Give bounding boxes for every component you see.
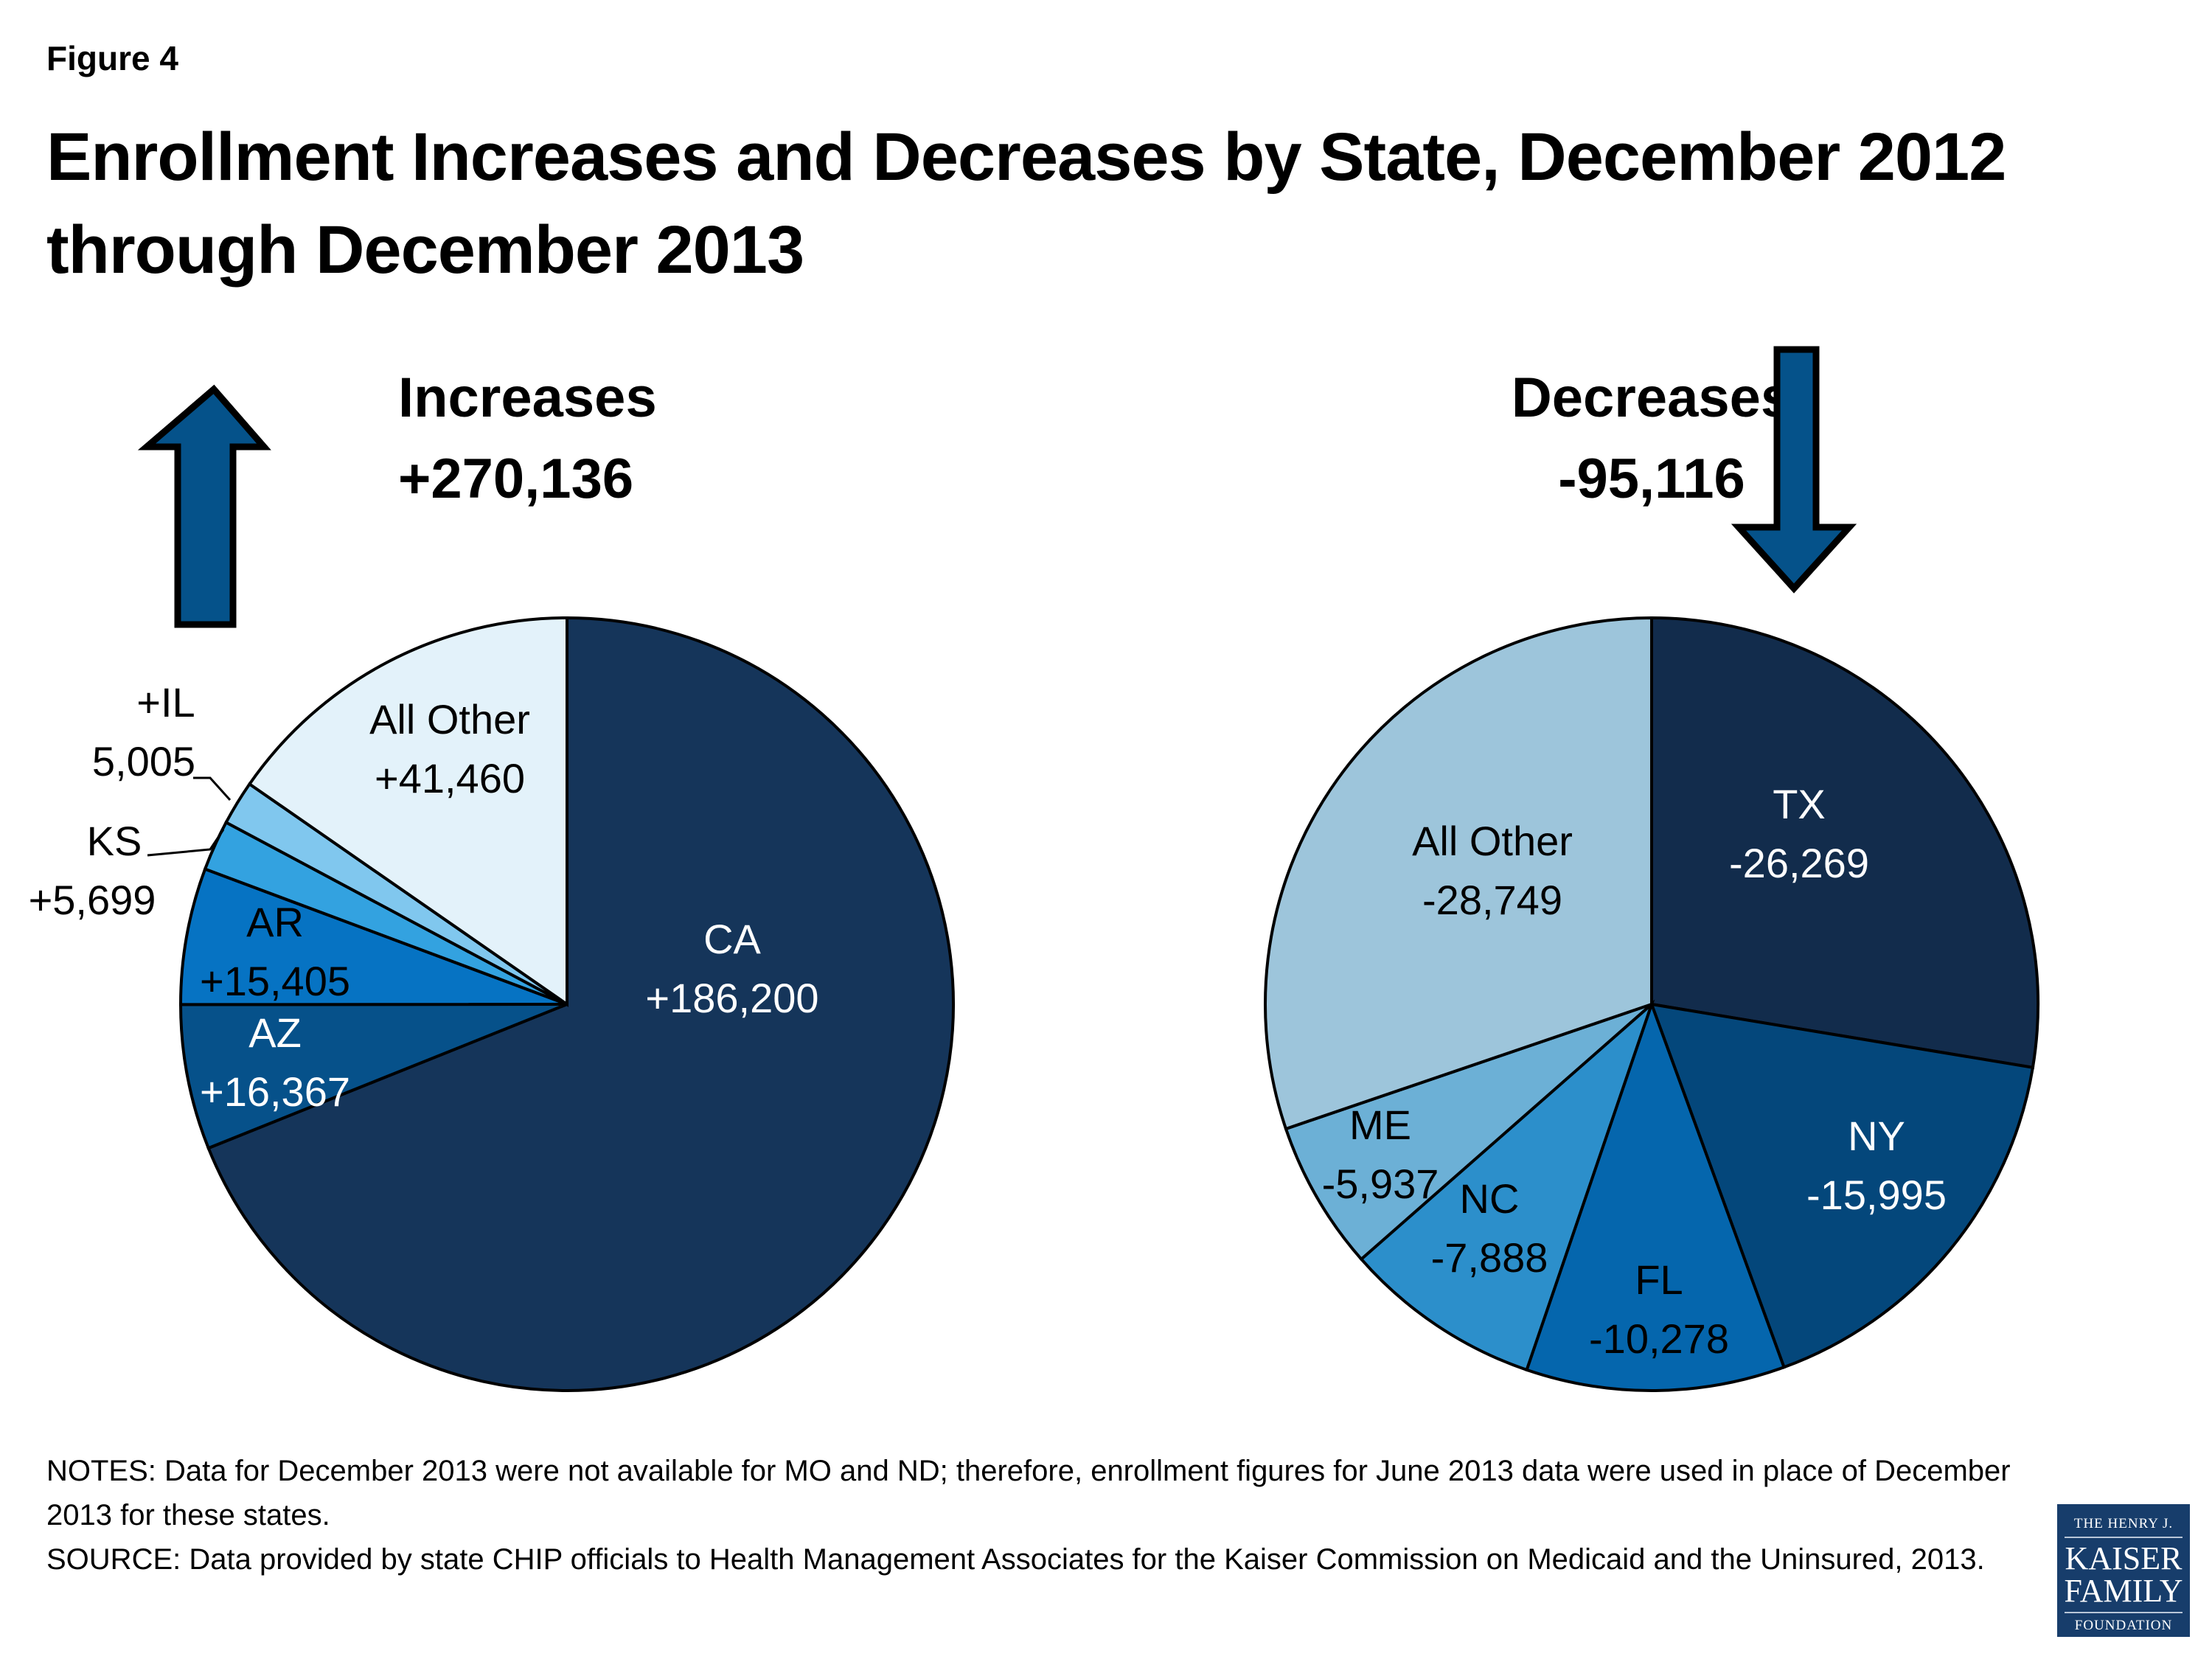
- decreases-label: Decreases: [1511, 366, 1792, 429]
- figure-label: Figure 4: [46, 39, 178, 77]
- data-label-tx: TX -26,269: [1729, 781, 1869, 886]
- data-label-il: +IL 5,005: [92, 679, 195, 785]
- pie-slice-az: [178, 1003, 568, 1150]
- pie-slice-nc: [1359, 999, 1655, 1372]
- increases-label: Increases: [398, 366, 657, 429]
- pie-slice-ny: [1649, 1002, 2035, 1369]
- data-label-fl: FL -10,278: [1589, 1256, 1729, 1362]
- footnotes: NOTES: Data for December 2013 were not a…: [46, 1449, 2037, 1582]
- arrow-up-icon: [137, 384, 271, 628]
- leader-line-il: [193, 776, 232, 801]
- pie-slice-ca: [206, 616, 955, 1392]
- data-label-ar: AR +15,405: [200, 899, 350, 1004]
- notes-text: NOTES: Data for December 2013 were not a…: [46, 1455, 2011, 1531]
- decreases-total: -95,116: [1558, 448, 1745, 510]
- increases-header: Increases +270,136: [398, 358, 723, 520]
- data-label-ca: CA +186,200: [645, 916, 818, 1021]
- source-text: SOURCE: Data provided by state CHIP offi…: [46, 1543, 1985, 1576]
- data-label-all-other: All Other -28,749: [1412, 818, 1573, 923]
- data-label-az: AZ +16,367: [200, 1009, 350, 1115]
- pie-slice-me: [1284, 1003, 1653, 1262]
- pie-slice-ar: [178, 867, 568, 1006]
- arrow-down-icon: [1731, 346, 1857, 594]
- increases-total: +270,136: [398, 448, 634, 510]
- data-label-nc: NC -7,888: [1431, 1175, 1548, 1281]
- decreases-header: Decreases -95,116: [1489, 358, 1814, 520]
- data-label-all-other: All Other +41,460: [369, 696, 530, 801]
- leader-line-ks: [147, 829, 225, 857]
- data-label-ks: KS +5,699: [29, 818, 156, 923]
- pie-slice-all-other: [1264, 616, 1653, 1131]
- kff-logo: THE HENRY J. KAISER FAMILY FOUNDATION: [2057, 1504, 2190, 1637]
- data-label-me: ME -5,937: [1322, 1102, 1439, 1207]
- pie-slice-fl: [1525, 999, 1787, 1392]
- pie-slice-all-other: [247, 616, 568, 1007]
- data-label-ny: NY -15,995: [1806, 1113, 1947, 1218]
- chart-title: Enrollment Increases and Decreases by St…: [46, 119, 2006, 288]
- pie-slice-tx: [1650, 616, 2039, 1070]
